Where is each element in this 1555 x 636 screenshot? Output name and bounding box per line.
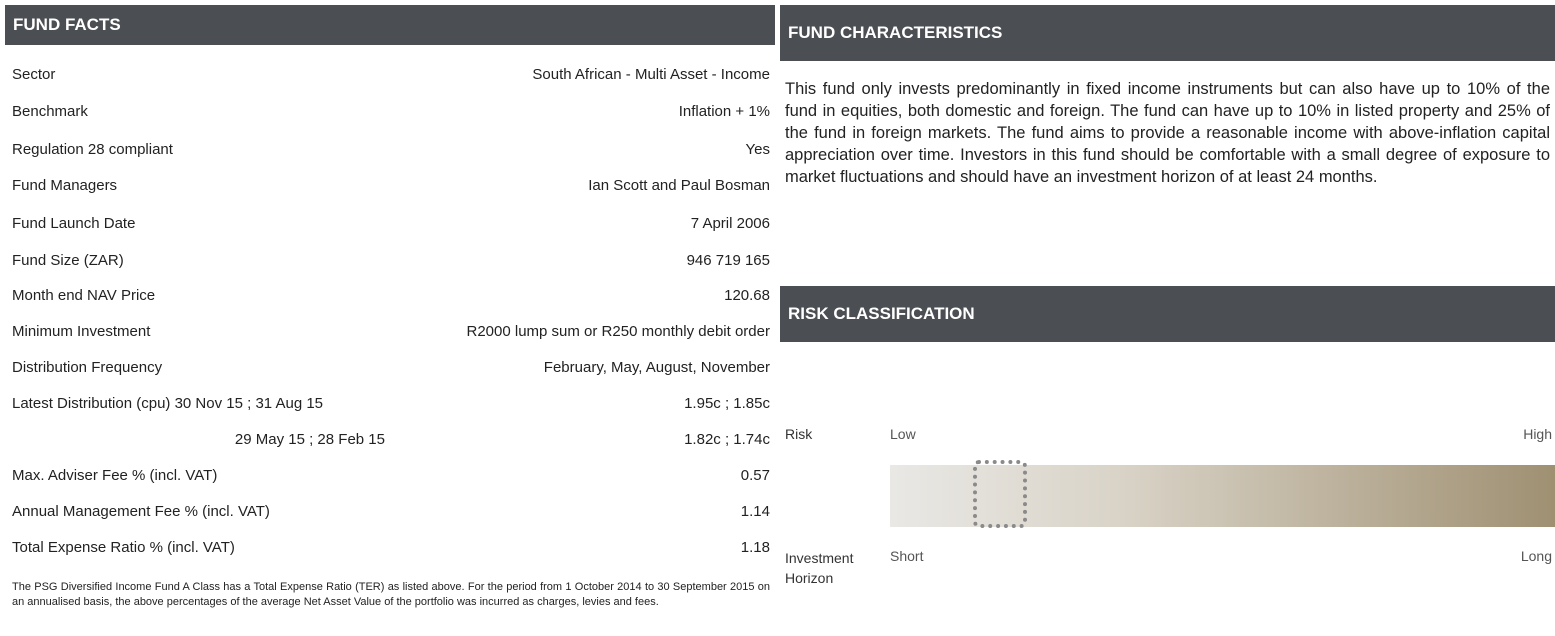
fact-label: 29 May 15 ; 28 Feb 15 <box>234 431 385 448</box>
section-header: FUND FACTS <box>5 5 775 45</box>
fact-value: R2000 lump sum or R250 monthly debit ord… <box>466 323 771 340</box>
fact-row: Annual Management Fee % (incl. VAT) 1.14 <box>12 503 770 523</box>
fact-row: 29 May 15 ; 28 Feb 15 1.82c ; 1.74c <box>12 431 770 451</box>
fact-value: 1.14 <box>740 503 770 520</box>
fact-row: Fund Launch Date 7 April 2006 <box>12 215 770 235</box>
description: This fund only invests predominantly in … <box>785 80 1550 186</box>
risk-indicator <box>973 460 1027 528</box>
risk-low: Low <box>890 426 916 442</box>
fact-value: 1.82c ; 1.74c <box>684 431 770 448</box>
fact-row: Total Expense Ratio % (incl. VAT) 1.18 <box>12 539 770 559</box>
horizon-long: Long <box>1520 548 1552 564</box>
fact-value: South African - Multi Asset - Income <box>532 66 770 83</box>
fact-value: 1.18 <box>740 539 770 556</box>
fact-value: February, May, August, November <box>543 359 770 376</box>
fact-value: 7 April 2006 <box>690 215 770 232</box>
section-header: FUND CHARACTERISTICS <box>780 5 1555 61</box>
fact-label: Sector <box>12 66 56 83</box>
fact-row: Latest Distribution (cpu) 30 Nov 15 ; 31… <box>12 395 770 415</box>
footnote: The PSG Diversified Income Fund A Class … <box>12 581 770 608</box>
fact-row: Benchmark Inflation + 1% <box>12 103 770 123</box>
fact-row: Sector South African - Multi Asset - Inco… <box>12 66 770 86</box>
fact-label: Month end NAV Price <box>12 287 156 304</box>
fact-row: Max. Adviser Fee % (incl. VAT) 0.57 <box>12 467 770 487</box>
fact-label: Fund Managers <box>12 177 118 194</box>
fact-label: Annual Management Fee % (incl. VAT) <box>12 503 270 520</box>
risk-label: Risk <box>785 426 813 442</box>
fact-value: 0.57 <box>740 467 770 484</box>
fact-label: Benchmark <box>12 103 88 120</box>
fact-value: 946 719 165 <box>686 252 770 269</box>
fact-label: Max. Adviser Fee % (incl. VAT) <box>12 467 218 484</box>
fact-value: Yes <box>745 141 770 158</box>
fact-label: Total Expense Ratio % (incl. VAT) <box>12 539 235 556</box>
risk-high: High <box>1523 426 1552 442</box>
fact-label: Regulation 28 compliant <box>12 141 173 158</box>
fact-value: Ian Scott and Paul Bosman <box>588 177 770 194</box>
fact-value: 120.68 <box>724 287 770 304</box>
fact-row: Month end NAV Price 120.68 <box>12 287 770 307</box>
fact-value: 1.95c ; 1.85c <box>684 395 770 412</box>
fact-row: Distribution Frequency February, May, Aug… <box>12 359 770 379</box>
fact-row: Fund Size (ZAR) 946 719 165 <box>12 252 770 272</box>
fact-label: Fund Size (ZAR) <box>12 252 124 269</box>
fact-label: Latest Distribution (cpu) 30 Nov 15 ; 31… <box>12 395 324 412</box>
fact-value: Inflation + 1% <box>678 103 770 120</box>
risk-gradient-bar <box>890 465 1555 527</box>
fact-label: Fund Launch Date <box>12 215 136 232</box>
fact-label: Distribution Frequency <box>12 359 163 376</box>
fact-row: Regulation 28 compliant Yes <box>12 141 770 161</box>
fact-row: Minimum Investment R2000 lump sum or R250… <box>12 323 770 343</box>
section-header: RISK CLASSIFICATION <box>780 286 1555 342</box>
fact-label: Minimum Investment <box>12 323 151 340</box>
horizon-label: Investment Horizon <box>785 550 854 586</box>
horizon-short: Short <box>890 548 924 564</box>
fact-row: Fund Managers Ian Scott and Paul Bosman <box>12 177 770 197</box>
